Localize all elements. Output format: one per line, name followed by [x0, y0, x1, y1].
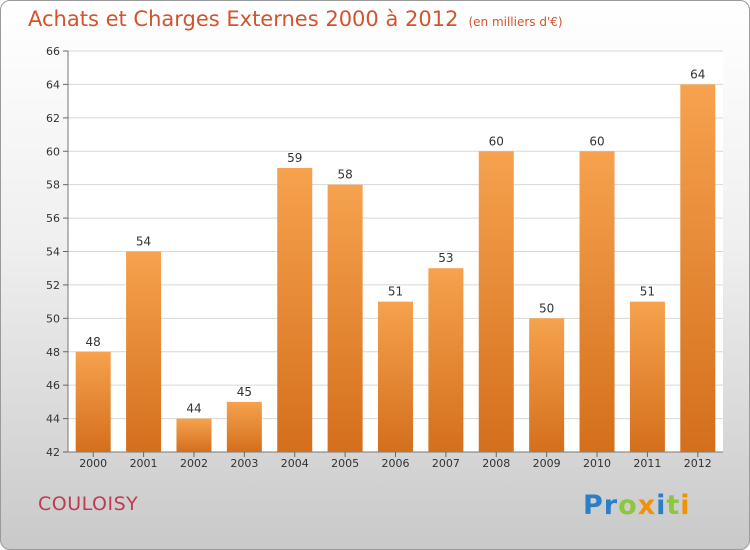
bar-value-label: 45	[237, 385, 252, 399]
bar	[428, 268, 464, 452]
x-tick-label: 2001	[130, 457, 158, 470]
x-tick-label: 2000	[79, 457, 107, 470]
logo-letter: t	[666, 490, 681, 521]
y-tick-label: 56	[46, 212, 60, 225]
x-tick-label: 2004	[281, 457, 309, 470]
x-tick-label: 2007	[432, 457, 460, 470]
bar-value-label: 51	[640, 285, 655, 299]
logo-letter: i	[680, 490, 691, 521]
logo-letter: r	[603, 490, 619, 521]
x-axis-ticks: 2000 2001 2002 2003 2004 2005 2006 2007 2008 2009…	[79, 452, 712, 470]
y-tick-label: 58	[46, 179, 60, 192]
logo-letter: o	[618, 490, 638, 521]
bar-value-label: 44	[186, 402, 201, 416]
logo-letter: i	[656, 490, 667, 521]
bars: 48 54 44 45 59 58 51 53 60 50 60 51 64	[75, 67, 716, 453]
y-tick-label: 48	[46, 346, 60, 359]
y-tick-label: 44	[46, 413, 60, 426]
bar-value-label: 60	[489, 134, 504, 148]
bar	[579, 151, 615, 452]
bar	[680, 84, 716, 453]
bar	[75, 351, 111, 452]
y-tick-label: 60	[46, 145, 60, 158]
x-tick-label: 2008	[482, 457, 510, 470]
y-tick-label: 52	[46, 279, 60, 292]
bar-value-label: 48	[86, 335, 101, 349]
bar	[277, 167, 313, 453]
proxiti-logo: Proxiti	[583, 490, 691, 521]
y-tick-label: 62	[46, 112, 60, 125]
bar	[126, 251, 162, 452]
logo-letter: P	[583, 490, 604, 521]
bar-value-label: 50	[539, 301, 554, 315]
y-tick-label: 46	[46, 379, 60, 392]
y-tick-label: 42	[46, 446, 60, 459]
bar-value-label: 54	[136, 235, 151, 249]
bar-value-label: 60	[589, 134, 604, 148]
bar-value-label: 58	[337, 168, 352, 182]
bar-value-label: 53	[438, 251, 453, 265]
x-tick-label: 2012	[684, 457, 712, 470]
x-tick-label: 2011	[633, 457, 661, 470]
bar	[629, 301, 665, 452]
y-tick-label: 54	[46, 246, 60, 259]
bar-value-label: 64	[690, 67, 705, 81]
bar	[378, 301, 413, 452]
x-tick-label: 2009	[533, 457, 561, 470]
bar	[478, 151, 514, 452]
x-tick-label: 2010	[583, 457, 611, 470]
x-tick-label: 2003	[230, 457, 258, 470]
x-tick-label: 2002	[180, 457, 208, 470]
x-tick-label: 2006	[382, 457, 410, 470]
bar	[176, 418, 212, 452]
y-tick-label: 64	[46, 78, 60, 91]
bar-value-label: 59	[287, 151, 302, 165]
y-tick-label: 50	[46, 312, 60, 325]
chart-title-main: Achats et Charges Externes 2000 à 2012	[28, 7, 459, 31]
bar	[529, 318, 565, 452]
x-tick-label: 2005	[331, 457, 359, 470]
chart-title: Achats et Charges Externes 2000 à 2012 (e…	[28, 7, 563, 31]
bar	[226, 401, 262, 452]
town-name: COULOISY	[38, 493, 139, 515]
logo-letter: x	[637, 490, 657, 521]
bar	[327, 184, 363, 452]
y-tick-label: 66	[46, 45, 60, 58]
chart-unit-label: (en milliers d'€)	[468, 15, 563, 29]
bar-value-label: 51	[388, 285, 403, 299]
y-axis-ticks: 42 44 46 48 50 52 54 56 58 60 62 64 66	[46, 45, 68, 459]
